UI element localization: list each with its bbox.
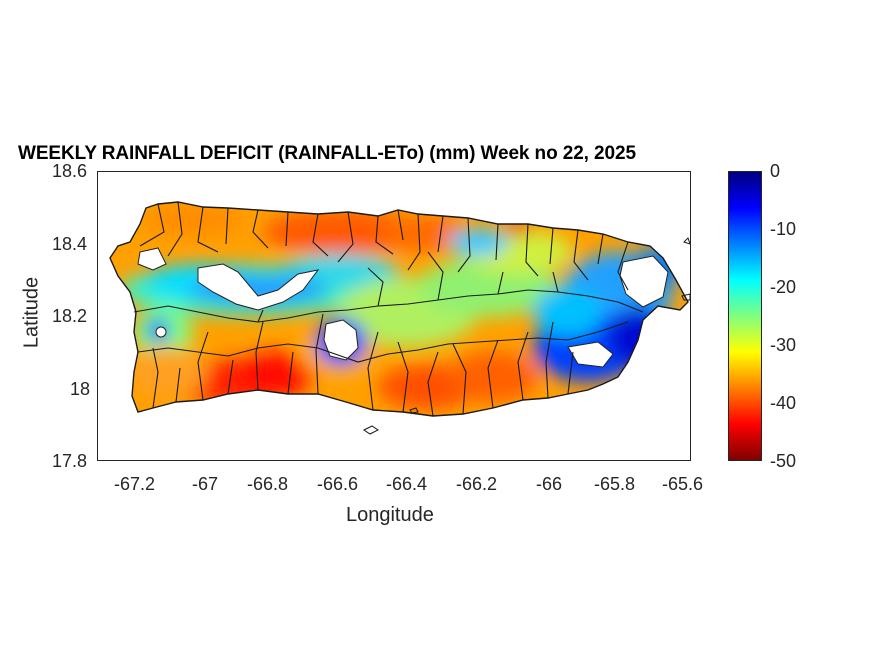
colorbar-tick-label: -20 [770, 277, 797, 297]
x-tick-label: -67.2 [114, 474, 156, 494]
y-tick-label: 18.2 [52, 306, 88, 326]
colorbar-tick-label: -10 [770, 219, 797, 239]
colorbar-tick-label: 0 [770, 161, 781, 181]
colorbar-tick-label: -40 [770, 393, 797, 413]
x-tick-label: -65.6 [662, 474, 704, 494]
x-tick-label: -66.6 [317, 474, 359, 494]
x-tick-label: -66.4 [386, 474, 428, 494]
y-tick-label: 17.8 [52, 451, 88, 471]
colorbar [728, 171, 762, 461]
colorbar-gradient [729, 172, 761, 460]
colorbar-tick-label: -50 [770, 451, 797, 471]
municipality-boundaries [109, 201, 689, 417]
x-tick-label: -65.8 [594, 474, 636, 494]
x-tick-label: -66 [536, 474, 563, 494]
rainfall-deficit-map [109, 201, 690, 435]
y-tick-label: 18.6 [52, 161, 88, 181]
x-axis-label: Longitude [346, 504, 434, 526]
y-tick-label: 18 [70, 379, 91, 399]
map-title: WEEKLY RAINFALL DEFICIT (RAINFALL-ETo) (… [18, 143, 636, 164]
y-tick-label: 18.4 [52, 234, 88, 254]
x-tick-label: -66.8 [247, 474, 289, 494]
x-tick-label: -66.2 [456, 474, 498, 494]
map-plot-area [97, 171, 691, 461]
y-axis-label: Latitude [20, 276, 43, 349]
offshore-islands [363, 237, 690, 435]
x-tick-label: -67 [192, 474, 219, 494]
deficit-field [110, 202, 688, 416]
colorbar-tick-label: -30 [770, 335, 797, 355]
